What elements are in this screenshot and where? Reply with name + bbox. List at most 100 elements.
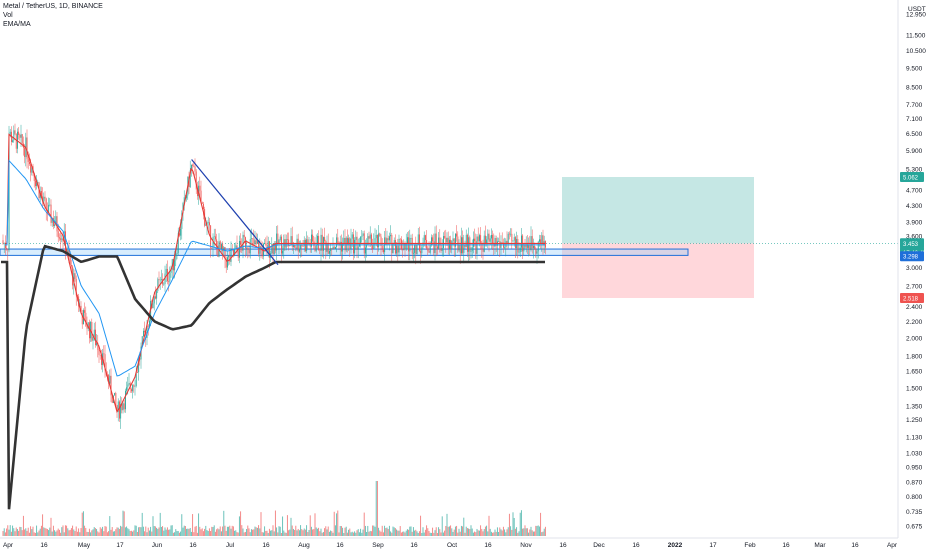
volume-bar <box>354 531 356 536</box>
candle-body <box>373 242 375 249</box>
candle-body <box>194 166 196 172</box>
volume-bar <box>46 528 48 536</box>
volume-bar <box>272 525 274 536</box>
candle-body <box>127 384 129 388</box>
volume-bar <box>142 526 144 536</box>
price-tick-label: 9.500 <box>906 65 923 72</box>
candle-body <box>2 240 4 244</box>
candle-body <box>141 336 143 347</box>
candle-body <box>45 198 47 211</box>
descending-trendline[interactable] <box>191 159 279 266</box>
volume-bar <box>422 527 424 536</box>
volume-bar <box>445 525 447 536</box>
candle-body <box>265 243 267 245</box>
volume-bar <box>496 527 498 536</box>
time-tick-label: 16 <box>632 542 640 549</box>
candle-body <box>474 238 476 242</box>
volume-bar <box>150 526 152 536</box>
target-zone[interactable] <box>562 177 754 244</box>
volume-bar <box>48 530 50 536</box>
candle-body <box>404 243 406 250</box>
ema-indicator-label[interactable]: EMA/MA <box>3 21 31 28</box>
candle-body <box>372 245 374 249</box>
volume-bar <box>460 525 462 536</box>
volume-indicator-label[interactable]: Vol <box>3 12 13 19</box>
time-tick-label: 17 <box>116 542 124 549</box>
candle-body <box>331 248 333 250</box>
zone-level-tag: 3.298 <box>900 251 924 262</box>
candle-body <box>240 240 242 245</box>
volume-bar <box>178 532 180 536</box>
volume-bar <box>528 532 530 536</box>
volume-bar <box>339 526 341 536</box>
volume-bar <box>132 531 134 536</box>
candle-body <box>181 213 183 229</box>
candle-body <box>158 279 160 280</box>
volume-bar <box>94 528 96 536</box>
candle-body <box>362 233 364 236</box>
volume-bar <box>381 525 383 536</box>
volume-bar <box>9 525 11 536</box>
candle-body <box>403 243 405 251</box>
candle-body <box>429 245 431 253</box>
volume-bar <box>466 528 468 536</box>
support-zone-rectangle[interactable] <box>0 248 689 256</box>
volume-bar <box>117 527 119 536</box>
volume-bar <box>228 526 230 536</box>
candle-body <box>459 244 461 254</box>
price-axis[interactable]: 12.950 11.500 10.500 9.500 8.500 7.700 7.100 6.… <box>906 0 926 531</box>
volume-bar <box>454 526 456 536</box>
volume-bar <box>514 528 516 536</box>
stop-loss-zone[interactable] <box>562 243 754 298</box>
volume-bar <box>430 532 432 536</box>
volume-bar <box>391 532 393 536</box>
volume-bar <box>63 532 65 536</box>
candle-body <box>67 249 69 254</box>
volume-bar <box>162 526 164 536</box>
volume-bar <box>241 525 243 536</box>
volume-bar <box>498 532 500 536</box>
volume-bar <box>487 531 489 536</box>
symbol-title[interactable]: Metal / TetherUS, 1D, BINANCE <box>3 3 103 10</box>
volume-bar <box>360 528 362 536</box>
price-tick-label: 1.800 <box>906 354 923 361</box>
volume-bar <box>374 526 376 536</box>
candle-body <box>368 236 370 239</box>
candle-body <box>73 273 75 286</box>
candle-body <box>507 233 509 244</box>
candle-body <box>475 241 477 254</box>
time-axis[interactable]: Apr 16 May 17 Jun 16 Jul 16 Aug 16 Sep 16 Oct 16 Nov 16… <box>3 542 898 549</box>
volume-bar <box>3 528 5 536</box>
volume-bar <box>520 510 522 536</box>
candle-body <box>247 247 249 250</box>
volume-bar <box>218 529 220 536</box>
volume-bar <box>355 532 357 536</box>
volume-bar <box>297 528 299 536</box>
candle-body <box>290 236 292 245</box>
volume-bar <box>122 510 124 536</box>
volume-bar <box>348 529 350 536</box>
volume-bar <box>499 527 501 536</box>
volume-bar <box>333 511 335 536</box>
candle-body <box>164 273 166 284</box>
volume-bar <box>184 526 186 536</box>
volume-bar <box>147 527 149 536</box>
volume-bar <box>213 525 215 536</box>
volume-bar <box>236 532 238 536</box>
volume-bar <box>517 532 519 536</box>
volume-bar <box>243 532 245 536</box>
candle-body <box>288 239 290 247</box>
candle-body <box>531 236 533 249</box>
candle-body <box>420 250 422 254</box>
volume-bar <box>42 514 44 536</box>
volume-bar <box>418 531 420 536</box>
volume-bar <box>526 528 528 536</box>
volume-bar <box>352 532 354 536</box>
ema-mid-line <box>5 159 545 377</box>
volume-bar <box>211 526 213 536</box>
volume-bar <box>16 529 18 536</box>
volume-bar <box>140 527 142 536</box>
volume-bar <box>529 529 531 536</box>
candle-body <box>486 239 488 244</box>
